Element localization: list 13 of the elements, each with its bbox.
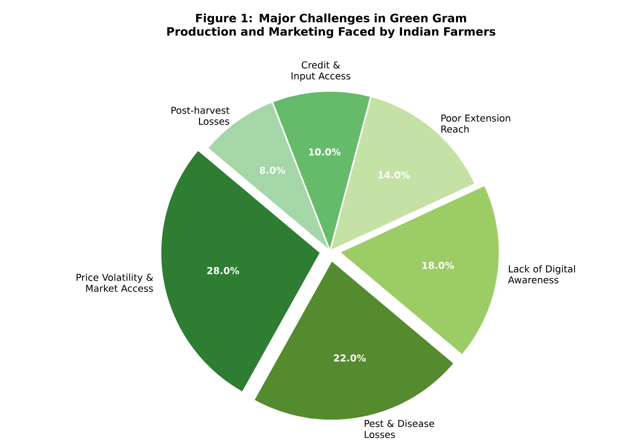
data-label: 14.0% [378,171,410,179]
data-label: 28.0% [207,267,240,274]
slice-label: Post-harvest Losses [172,106,230,125]
slice-label: Price Volatility & Market Access [76,274,154,292]
slice-label: Poor Extension Reach [441,114,510,133]
slice-label: Pest & Disease Losses [364,420,434,438]
chart-title: Figure 1: Major Challenges in Green Gram Production and Marketing Faced by Indian Farmers [167,14,496,38]
data-label: 10.0% [309,148,341,156]
slice-label: Lack of Digital Awareness [508,265,575,284]
slice-label: Credit & Input Access [292,61,350,82]
data-label: 8.0% [260,166,286,174]
data-label: 18.0% [422,262,454,269]
data-label: 22.0% [334,354,366,362]
